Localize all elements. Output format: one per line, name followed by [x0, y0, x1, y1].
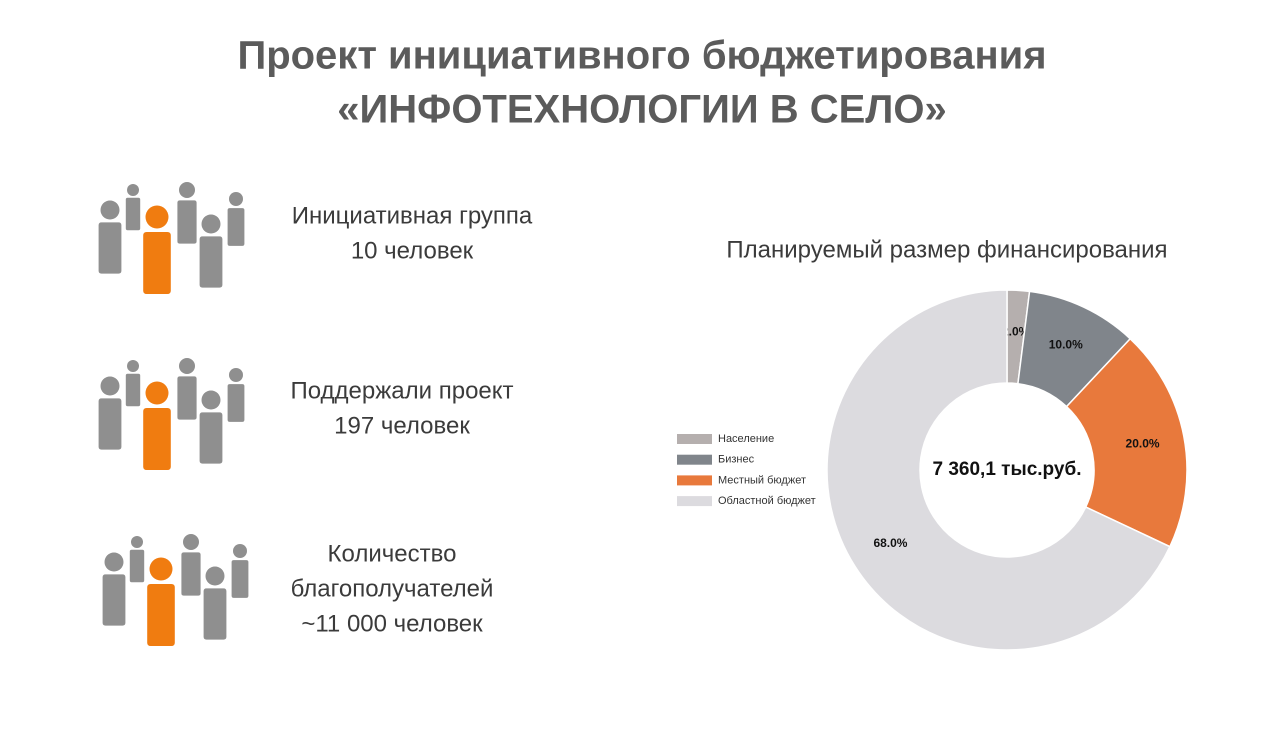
stat-line: ~11 000 человек	[301, 610, 483, 637]
stat-line: 197 человек	[334, 412, 470, 439]
people-icon	[99, 182, 245, 294]
title: Проект инициативного бюджетирования «ИНФ…	[237, 34, 1046, 132]
legend-label: Бизнес	[718, 454, 755, 466]
legend-swatch	[677, 454, 712, 465]
people-icon	[103, 534, 249, 646]
slice-label: 20.0%	[1126, 436, 1160, 450]
slice-label: 68.0%	[873, 536, 907, 550]
slice-label: 10.0%	[1049, 337, 1083, 351]
slice-label: 2.0%	[1002, 324, 1030, 338]
donut-slice	[826, 289, 1171, 651]
legend-swatch	[677, 434, 712, 444]
legend-label: Местный бюджет	[718, 474, 806, 486]
legend-label: Население	[718, 433, 774, 445]
stats: Инициативная группа 10 человек Поддержали …	[290, 202, 532, 637]
donut-slice	[1065, 337, 1188, 548]
title-line: «ИНФОТЕХНОЛОГИИ В СЕЛО»	[337, 88, 946, 132]
chart-title: Планируемый размер финансирования	[726, 236, 1167, 263]
stat-line: Поддержали проект	[290, 377, 513, 404]
stat-line: Инициативная группа	[292, 202, 533, 229]
title-line: Проект инициативного бюджетирования	[237, 34, 1046, 78]
people-icon	[99, 358, 245, 470]
legend-swatch	[677, 475, 712, 486]
stat-line: благополучателей	[291, 575, 494, 602]
stat-line: 10 человек	[351, 237, 474, 264]
stat-line: Количество	[328, 540, 457, 567]
legend-label: Областной бюджет	[718, 495, 816, 507]
legend-swatch	[677, 496, 712, 507]
center-label: 7 360,1 тыс.руб.	[933, 459, 1082, 480]
chart: Планируемый размер финансирования 2.0% 10…	[677, 236, 1188, 651]
